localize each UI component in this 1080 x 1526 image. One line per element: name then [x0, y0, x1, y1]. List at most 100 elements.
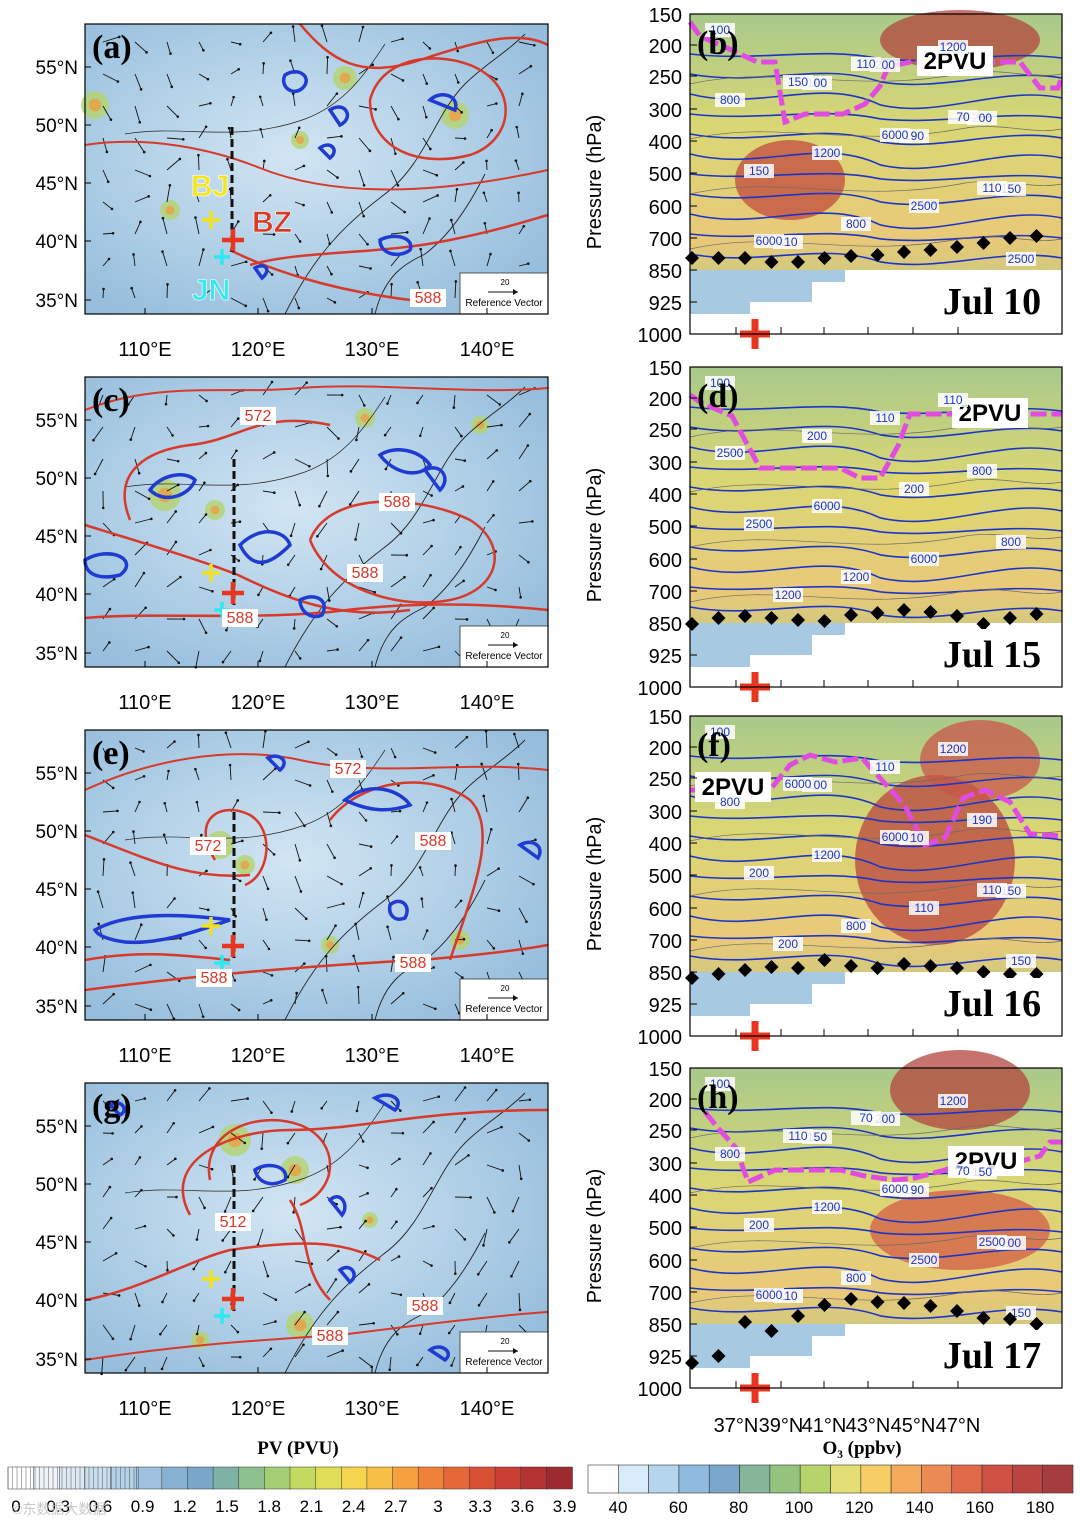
- wind-arrow-head: [108, 641, 111, 644]
- wind-arrow-head: [531, 520, 534, 523]
- wind-arrow-head: [403, 211, 406, 214]
- wind-arrow-head: [139, 1156, 142, 1159]
- wind-arrow-head: [394, 152, 397, 155]
- section-contour-label: 2500: [717, 446, 744, 460]
- wind-arrow-head: [193, 1299, 196, 1302]
- o3-colorbar-swatch: [618, 1465, 648, 1493]
- pressure-tick-label: 300: [649, 802, 682, 824]
- wind-arrow-head: [354, 923, 357, 926]
- wind-arrow-head: [260, 1147, 263, 1150]
- wind-arrow-head: [132, 253, 135, 256]
- wind-arrow-head: [340, 883, 343, 886]
- wind-arrow-head: [140, 1189, 143, 1192]
- wind-arrow-head: [325, 955, 328, 958]
- pv-colorbar-tick-label: 3.9: [553, 1497, 577, 1516]
- wind-arrow: [455, 138, 465, 139]
- wind-arrow-head: [163, 802, 166, 805]
- pv-colorbar-swatch: [34, 1467, 60, 1489]
- pressure-tick-label: 850: [649, 614, 682, 636]
- pressure-axis-label: Pressure (hPa): [584, 1169, 606, 1304]
- wind-arrow-head: [356, 1110, 359, 1113]
- wind-arrow-head: [321, 989, 324, 992]
- lon-tick-label: 120°E: [231, 1398, 286, 1420]
- wind-arrow: [263, 63, 264, 74]
- pressure-tick-label: 250: [649, 67, 682, 89]
- section-contour-label: 110: [982, 181, 1001, 195]
- wind-arrow-head: [107, 180, 110, 183]
- wind-arrow-head: [339, 1226, 342, 1229]
- wind-arrow-head: [394, 756, 397, 759]
- wind-arrow-head: [453, 406, 456, 409]
- wind-arrow-head: [419, 866, 422, 869]
- wind-arrow-head: [365, 819, 368, 822]
- section-contour-label: 1200: [814, 848, 841, 862]
- wind-arrow-head: [237, 68, 240, 71]
- wind-arrow-head: [429, 574, 432, 577]
- wind-arrow-head: [320, 568, 323, 571]
- pressure-tick-label: 850: [649, 963, 682, 985]
- wind-arrow-head: [239, 43, 242, 46]
- wind-arrow-head: [328, 599, 331, 602]
- wind-arrow-head: [161, 250, 164, 253]
- wind-arrow-head: [212, 1126, 215, 1129]
- wind-arrow-head: [211, 590, 214, 593]
- pv-label: 2PVU: [959, 400, 1022, 427]
- wind-arrow-head: [395, 1188, 398, 1191]
- wind-arrow-head: [369, 867, 372, 870]
- o3-colorbar-swatch: [709, 1465, 739, 1493]
- date-label: Jul 17: [943, 1335, 1041, 1377]
- wind-arrow-head: [361, 755, 364, 758]
- o3-colorbar-swatch: [831, 1465, 861, 1493]
- wind-arrow-head: [287, 1142, 290, 1145]
- wind-arrow-head: [196, 801, 199, 804]
- section-panel-2: 2PVU100200200800120011080025001200110250…: [584, 358, 1062, 702]
- pv-colorbar-tick-label: 1.2: [173, 1497, 197, 1516]
- lon-tick-label: 130°E: [345, 692, 400, 714]
- wind-arrow-head: [298, 126, 301, 129]
- pv-core-region: [89, 99, 102, 112]
- wind-arrow-head: [515, 159, 518, 162]
- wind-arrow-head: [429, 148, 432, 151]
- wind-arrow-head: [399, 1109, 402, 1112]
- wind-arrow-head: [244, 305, 247, 308]
- lat-tick-label: 35°N: [36, 291, 78, 312]
- wind-arrow-head: [510, 1275, 513, 1278]
- wind-arrow-head: [202, 49, 205, 52]
- pressure-tick-label: 600: [649, 197, 682, 219]
- wind-arrow-head: [500, 424, 503, 427]
- wind-arrow-head: [366, 1192, 369, 1195]
- wind-arrow-head: [263, 160, 266, 163]
- pressure-tick-label: 700: [649, 582, 682, 604]
- section-contour-label: 1200: [814, 1200, 841, 1214]
- pv-colorbar-swatch: [59, 1467, 85, 1489]
- pressure-tick-label: 700: [649, 1283, 682, 1305]
- wind-arrow-head: [205, 631, 208, 634]
- section-contour-label: 1200: [940, 40, 967, 54]
- section-contour-label: 800: [846, 1271, 866, 1285]
- section-contour-label: 110: [914, 901, 933, 915]
- pv-colorbar-swatch: [495, 1467, 521, 1489]
- section-contour-label: 110: [788, 1129, 807, 1143]
- lon-tick-label: 110°E: [118, 1398, 171, 1420]
- wind-arrow-head: [92, 439, 95, 442]
- wind-arrow-head: [273, 451, 276, 454]
- wind-arrow-head: [416, 402, 419, 405]
- wind-arrow-head: [432, 966, 435, 969]
- o3-colorbar-tick-label: 120: [845, 1498, 873, 1517]
- wind-arrow-head: [492, 514, 495, 517]
- wind-arrow-head: [144, 606, 147, 609]
- date-label: Jul 15: [943, 634, 1041, 676]
- lat-tick-label: 45°N: [36, 1233, 78, 1254]
- section-contour-label: 110: [982, 883, 1001, 897]
- wind-arrow-head: [467, 1154, 470, 1157]
- wind-arrow-head: [192, 1268, 195, 1271]
- wind-arrow-head: [400, 636, 403, 639]
- wind-arrow-head: [463, 459, 466, 462]
- wind-arrow-head: [527, 444, 530, 447]
- wind-arrow-head: [331, 790, 334, 793]
- site-label-jn: JN: [192, 274, 230, 307]
- wind-arrow-head: [341, 1349, 344, 1352]
- wind-arrow-head: [239, 1356, 242, 1359]
- section-contour-label: 1200: [940, 742, 967, 756]
